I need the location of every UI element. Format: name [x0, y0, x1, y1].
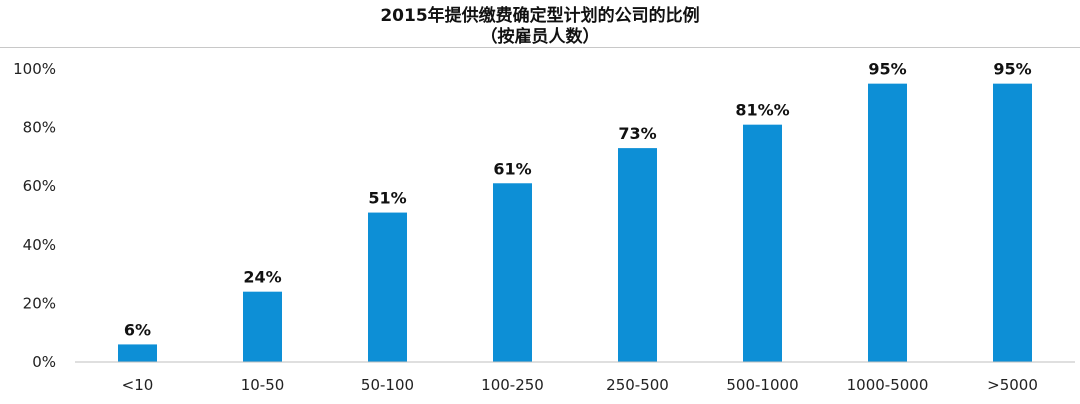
chart-title: 2015年提供缴费确定型计划的公司的比例 [380, 6, 700, 26]
x-tick-label: 1000-5000 [847, 376, 929, 394]
bar [618, 148, 657, 362]
data-label: 61% [493, 159, 531, 178]
data-label: 95% [993, 60, 1031, 79]
bars: 6% 24% 51% 61% 73% 81%% 95% 95% [118, 60, 1032, 363]
bar [368, 212, 407, 362]
data-label: 95% [868, 60, 906, 79]
data-label: 24% [243, 268, 281, 287]
y-tick-label: 60% [23, 177, 56, 195]
data-label: 51% [368, 189, 406, 208]
y-tick-label: 0% [32, 353, 56, 371]
chart-subtitle: （按雇员人数） [480, 27, 600, 47]
y-tick-label: 80% [23, 119, 56, 137]
y-tick-label: 100% [13, 60, 56, 78]
data-label: 81%% [735, 101, 789, 120]
x-tick-label: >5000 [987, 376, 1038, 394]
bar [493, 183, 532, 362]
y-axis: 0% 20% 40% 60% 80% 100% [13, 60, 56, 371]
data-label: 6% [124, 320, 151, 339]
x-tick-label: 100-250 [481, 376, 544, 394]
bar [118, 344, 157, 362]
bar [868, 83, 907, 363]
y-tick-label: 20% [23, 294, 56, 312]
x-tick-label: 10-50 [241, 376, 285, 394]
x-tick-label: 500-1000 [726, 376, 798, 394]
bar [993, 83, 1032, 363]
x-tick-label: 50-100 [361, 376, 414, 394]
x-tick-label: <10 [122, 376, 154, 394]
x-tick-label: 250-500 [606, 376, 669, 394]
y-tick-label: 40% [23, 236, 56, 254]
x-axis: <10 10-50 50-100 100-250 250-500 500-1000 1000… [75, 361, 1075, 394]
data-label: 73% [618, 124, 656, 143]
title-divider [0, 47, 1080, 48]
bar [243, 291, 282, 362]
bar [743, 124, 782, 362]
